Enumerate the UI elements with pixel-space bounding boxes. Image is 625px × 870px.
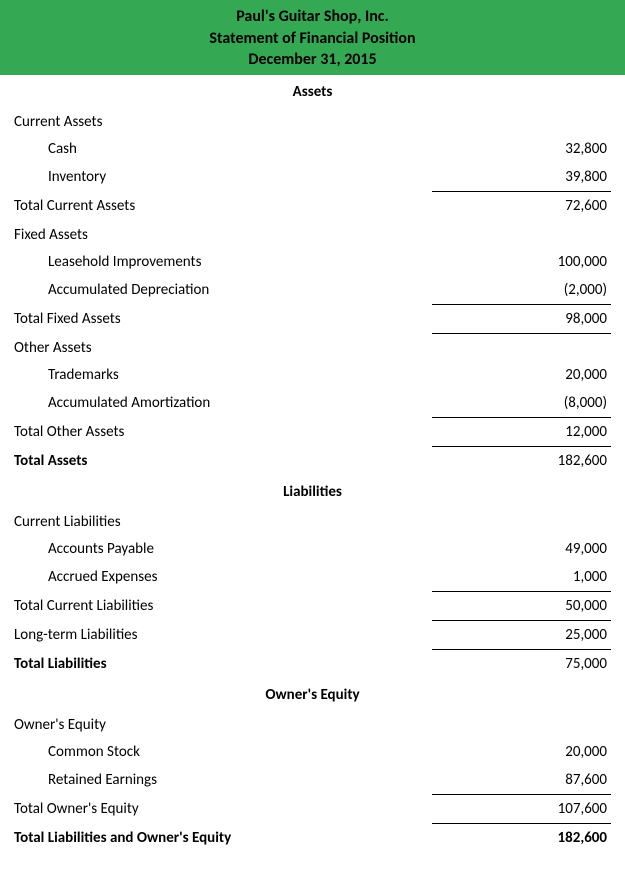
line-label: Retained Earnings bbox=[14, 766, 432, 795]
cell-value: 20,000 bbox=[432, 361, 611, 389]
line-label: Long-term Liabilities bbox=[14, 621, 432, 650]
table-row: Leasehold Improvements100,000 bbox=[14, 248, 611, 276]
cell-value: 20,000 bbox=[432, 738, 611, 766]
table-row: Accounts Payable49,000 bbox=[14, 535, 611, 563]
group-label: Current Liabilities bbox=[14, 507, 432, 535]
line-label: Common Stock bbox=[14, 738, 432, 766]
cell-value bbox=[432, 507, 611, 535]
subtotal-label: Total Current Liabilities bbox=[14, 592, 432, 621]
subtotal-label: Total Current Assets bbox=[14, 191, 432, 220]
cell-value: 182,600 bbox=[432, 824, 611, 853]
table-row: Current Assets bbox=[14, 107, 611, 135]
cell-value: 72,600 bbox=[432, 191, 611, 220]
section-title-equity: Owner's Equity bbox=[14, 678, 611, 710]
assets-table: Current Assets Cash32,800 Inventory39,80… bbox=[14, 107, 611, 476]
statement-header: Paul's Guitar Shop, Inc. Statement of Fi… bbox=[0, 0, 625, 75]
table-row: Accumulated Amortization(8,000) bbox=[14, 389, 611, 418]
cell-value: 75,000 bbox=[432, 650, 611, 679]
table-row: Accumulated Depreciation(2,000) bbox=[14, 276, 611, 305]
group-label: Current Assets bbox=[14, 107, 432, 135]
table-row: Inventory39,800 bbox=[14, 163, 611, 192]
cell-value: 49,000 bbox=[432, 535, 611, 563]
table-row: Total Liabilities75,000 bbox=[14, 650, 611, 679]
line-label: Accounts Payable bbox=[14, 535, 432, 563]
table-row: Total Current Assets72,600 bbox=[14, 191, 611, 220]
section-title-assets: Assets bbox=[14, 75, 611, 107]
table-row: Cash32,800 bbox=[14, 135, 611, 163]
grand-total-label: Total Liabilities and Owner's Equity bbox=[14, 824, 432, 853]
group-label: Fixed Assets bbox=[14, 220, 432, 248]
statement-date: December 31, 2015 bbox=[0, 49, 625, 71]
cell-value bbox=[432, 333, 611, 361]
line-label: Accumulated Depreciation bbox=[14, 276, 432, 305]
table-row: Common Stock20,000 bbox=[14, 738, 611, 766]
line-label: Leasehold Improvements bbox=[14, 248, 432, 276]
cell-value: 107,600 bbox=[432, 795, 611, 824]
table-row: Owner's Equity bbox=[14, 710, 611, 738]
table-row: Total Owner's Equity107,600 bbox=[14, 795, 611, 824]
table-row: Current Liabilities bbox=[14, 507, 611, 535]
grand-total-label: Total Assets bbox=[14, 447, 432, 476]
line-label: Trademarks bbox=[14, 361, 432, 389]
table-row: Total Other Assets12,000 bbox=[14, 418, 611, 447]
statement-body: Assets Current Assets Cash32,800 Invento… bbox=[0, 75, 625, 867]
cell-value: 32,800 bbox=[432, 135, 611, 163]
liabilities-table: Current Liabilities Accounts Payable49,0… bbox=[14, 507, 611, 678]
group-label: Owner's Equity bbox=[14, 710, 432, 738]
company-name: Paul's Guitar Shop, Inc. bbox=[0, 6, 625, 28]
cell-value: 100,000 bbox=[432, 248, 611, 276]
table-row: Total Liabilities and Owner's Equity182,… bbox=[14, 824, 611, 853]
table-row: Retained Earnings87,600 bbox=[14, 766, 611, 795]
grand-total-label: Total Liabilities bbox=[14, 650, 432, 679]
group-label: Other Assets bbox=[14, 333, 432, 361]
cell-value: 50,000 bbox=[432, 592, 611, 621]
line-label: Inventory bbox=[14, 163, 432, 192]
subtotal-label: Total Fixed Assets bbox=[14, 304, 432, 333]
table-row: Accrued Expenses1,000 bbox=[14, 563, 611, 592]
table-row: Total Assets182,600 bbox=[14, 447, 611, 476]
subtotal-label: Total Owner's Equity bbox=[14, 795, 432, 824]
cell-value: 1,000 bbox=[432, 563, 611, 592]
statement-title: Statement of Financial Position bbox=[0, 28, 625, 50]
cell-value: 182,600 bbox=[432, 447, 611, 476]
subtotal-label: Total Other Assets bbox=[14, 418, 432, 447]
cell-value: 98,000 bbox=[432, 304, 611, 333]
table-row: Fixed Assets bbox=[14, 220, 611, 248]
table-row: Total Current Liabilities50,000 bbox=[14, 592, 611, 621]
table-row: Long-term Liabilities25,000 bbox=[14, 621, 611, 650]
cell-value: (2,000) bbox=[432, 276, 611, 305]
table-row: Trademarks20,000 bbox=[14, 361, 611, 389]
cell-value bbox=[432, 220, 611, 248]
cell-value bbox=[432, 710, 611, 738]
line-label: Accrued Expenses bbox=[14, 563, 432, 592]
section-title-liabilities: Liabilities bbox=[14, 475, 611, 507]
cell-value: 39,800 bbox=[432, 163, 611, 192]
equity-table: Owner's Equity Common Stock20,000 Retain… bbox=[14, 710, 611, 852]
cell-value bbox=[432, 107, 611, 135]
cell-value: 25,000 bbox=[432, 621, 611, 650]
cell-value: 12,000 bbox=[432, 418, 611, 447]
cell-value: 87,600 bbox=[432, 766, 611, 795]
table-row: Other Assets bbox=[14, 333, 611, 361]
line-label: Cash bbox=[14, 135, 432, 163]
cell-value: (8,000) bbox=[432, 389, 611, 418]
line-label: Accumulated Amortization bbox=[14, 389, 432, 418]
table-row: Total Fixed Assets98,000 bbox=[14, 304, 611, 333]
